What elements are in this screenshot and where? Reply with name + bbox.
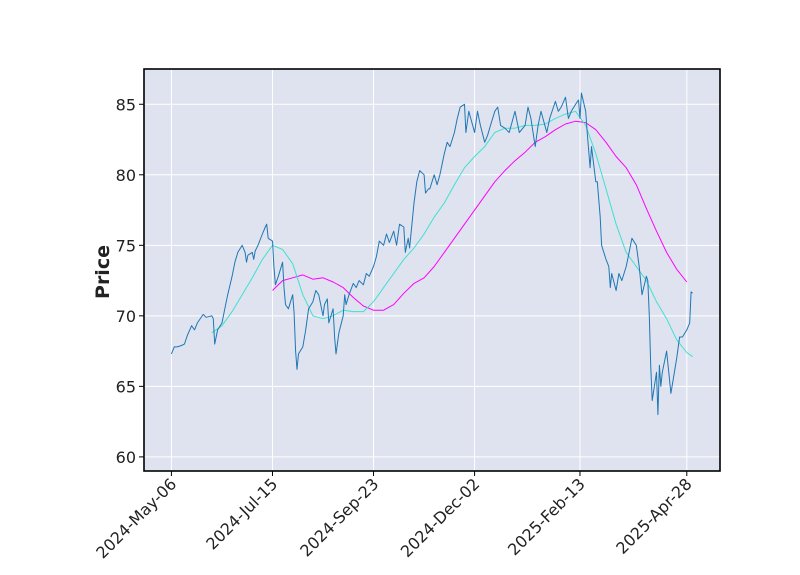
x-tick-label: 2024-Sep-23 [296,474,382,560]
x-tick-label: 2025-Apr-28 [612,474,695,557]
x-tick-label: 2024-Jul-15 [202,474,281,553]
series-line-mav_short [211,110,693,358]
y-tick-label: 85 [116,95,136,114]
series-line-price [170,92,693,416]
y-tick-label: 80 [116,166,136,185]
x-tick-label: 2024-May-06 [92,474,180,562]
series-line-mav_long [272,120,688,311]
y-tick-label: 70 [116,307,136,326]
x-tick-label: 2025-Feb-13 [504,474,589,559]
x-tick-label: 2024-Dec-02 [397,474,484,561]
grid-lines [144,69,720,471]
y-axis-label: Price [92,245,114,299]
series-layer [170,92,693,416]
y-tick-label: 65 [116,377,136,396]
x-axis: 2024-May-06 2024-Jul-15 2024-Sep-23 2024-De… [92,471,696,562]
y-tick-label: 75 [116,236,136,255]
plot-background [144,69,720,471]
plot-frame [143,68,721,472]
y-tick-label: 60 [116,448,136,467]
y-axis: 60 65 70 75 80 85 [116,95,144,467]
